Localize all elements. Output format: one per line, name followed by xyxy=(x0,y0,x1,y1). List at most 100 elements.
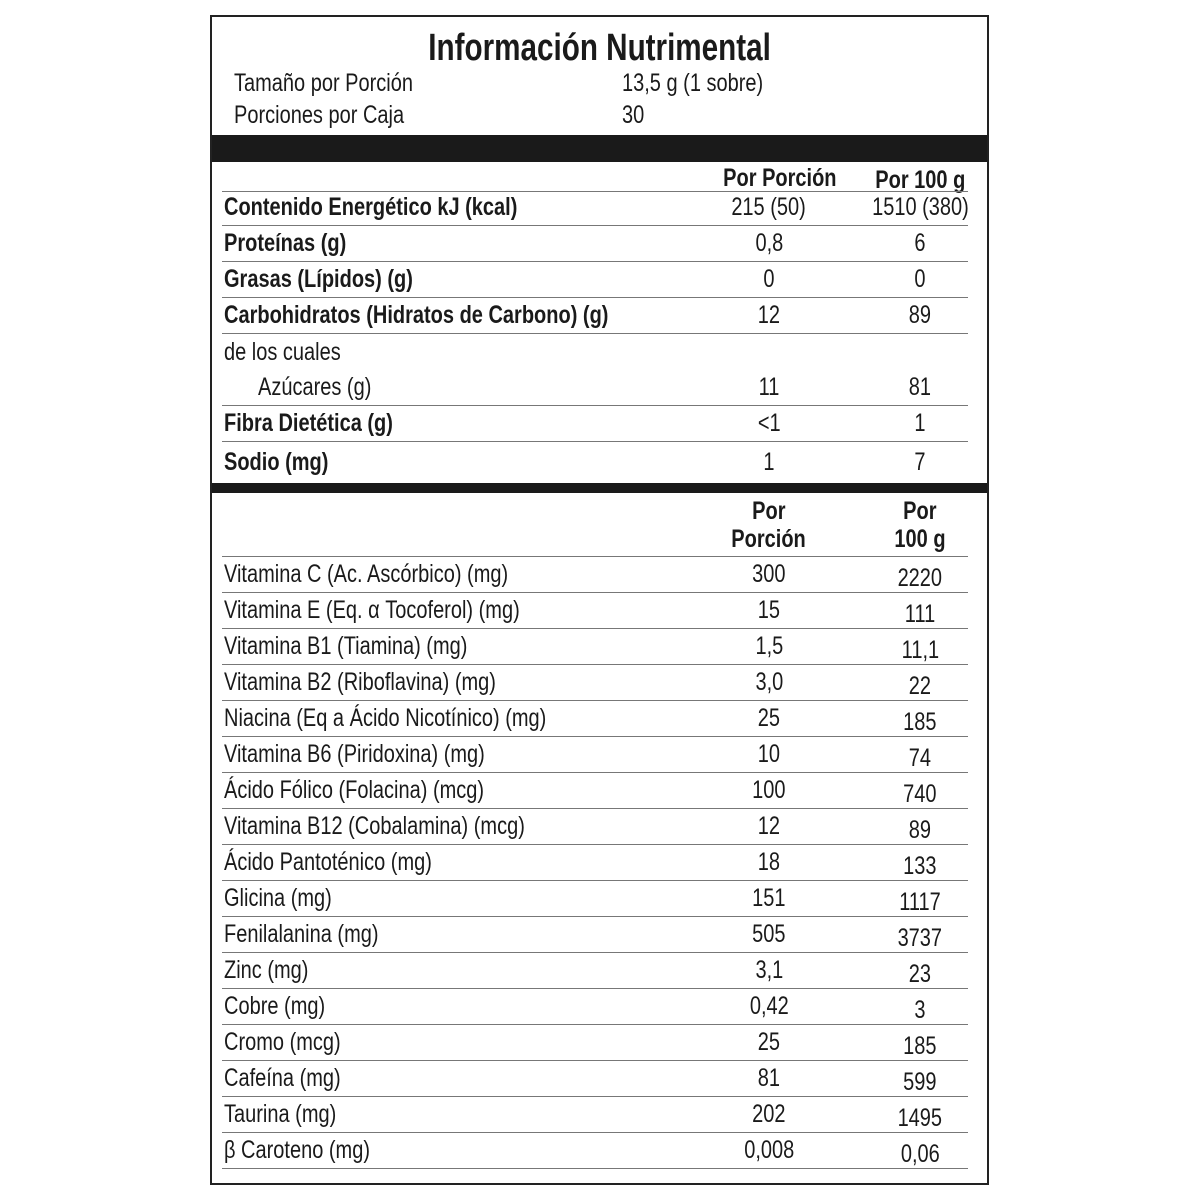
per-portion-value: 0 xyxy=(763,265,775,293)
per-100g-value: 599 xyxy=(903,1068,937,1096)
table-row: Fenilalanina (mg) 505 3737 xyxy=(222,917,968,953)
per-portion-value: 15 xyxy=(757,596,781,624)
per-100g-value: 1 xyxy=(914,409,926,437)
per-100g-value: 0 xyxy=(914,265,926,293)
table-row: Ácido Fólico (Folacina) (mcg) 100 740 xyxy=(222,773,968,809)
per-portion-value: 12 xyxy=(757,812,781,840)
nutrient-label: Proteínas (g) xyxy=(224,229,347,257)
table-row: Sodio (mg) 1 7 xyxy=(222,442,968,480)
per-portion-value: <1 xyxy=(757,409,781,437)
nutrient-label: Cromo (mcg) xyxy=(224,1028,341,1056)
table-row: Vitamina E (Eq. α Tocoferol) (mg) 15 111 xyxy=(222,593,968,629)
per-100g-value: 1495 xyxy=(897,1104,943,1132)
servings-per-box: Porciones por Caja 30 xyxy=(234,101,645,129)
table-row: Contenido Energético kJ (kcal) 215 (50) 15… xyxy=(222,192,969,226)
per-100g-value xyxy=(860,338,980,367)
per-portion-value: 81 xyxy=(757,1064,781,1092)
per-100g-value: 111 xyxy=(904,600,936,628)
per-100g-value: 3 xyxy=(914,996,926,1024)
table-row: de los cuales xyxy=(222,334,968,370)
per-100g-value: 133 xyxy=(903,852,937,880)
table-row: Zinc (mg) 3,1 23 xyxy=(222,953,968,989)
per-100g-value: 22 xyxy=(908,672,932,700)
divider-bar xyxy=(212,483,987,493)
nutrient-label: Ácido Fólico (Folacina) (mcg) xyxy=(224,776,485,804)
per-portion-value: 0,42 xyxy=(749,992,789,1020)
nutrient-label: Vitamina B2 (Riboflavina) (mg) xyxy=(224,668,496,696)
per-100g-value: 740 xyxy=(903,780,937,808)
nutrient-label: de los cuales xyxy=(224,338,341,366)
table-row: Grasas (Lípidos) (g) 0 0 xyxy=(222,262,968,298)
per-100g-value: 185 xyxy=(903,1032,937,1060)
nutrient-label: Fenilalanina (mg) xyxy=(224,920,379,948)
nutrient-label: Sodio (mg) xyxy=(224,448,329,476)
table-row: Carbohidratos (Hidratos de Carbono) (g) 1… xyxy=(222,298,968,334)
table-row: Vitamina B6 (Piridoxina) (mg) 10 74 xyxy=(222,737,968,773)
table-row: Glicina (mg) 151 1117 xyxy=(222,881,968,917)
table-row: β Caroteno (mg) 0,008 0,06 xyxy=(222,1133,968,1169)
nutrient-label: Vitamina B6 (Piridoxina) (mg) xyxy=(224,740,485,768)
per-portion-value: 215 (50) xyxy=(731,193,807,221)
per-portion-value: 10 xyxy=(757,740,781,768)
table-row: Vitamina C (Ac. Ascórbico) (mg) 300 2220 xyxy=(222,557,968,593)
col-header-portion: Por Porción xyxy=(731,497,807,553)
nutrient-label: Carbohidratos (Hidratos de Carbono) (g) xyxy=(224,301,609,329)
per-portion-value: 3,0 xyxy=(755,668,783,696)
col-header-100g: Por 100 g xyxy=(874,166,966,194)
per-100g-value: 74 xyxy=(908,744,932,772)
nutrition-label: Información Nutrimental Tamaño por Porci… xyxy=(210,15,989,1185)
nutrient-label: Taurina (mg) xyxy=(224,1100,337,1128)
nutrient-label: Vitamina B1 (Tiamina) (mg) xyxy=(224,632,468,660)
per-portion-value: 1 xyxy=(763,448,775,476)
divider-line xyxy=(222,191,968,192)
per-100g-value: 7 xyxy=(914,448,926,476)
per-portion-value: 3,1 xyxy=(755,956,783,984)
per-portion-value: 11 xyxy=(758,373,780,401)
per-portion-value xyxy=(709,338,829,367)
per-100g-value: 89 xyxy=(908,301,932,329)
table-row: Vitamina B12 (Cobalamina) (mcg) 12 89 xyxy=(222,809,968,845)
per-portion-value: 1,5 xyxy=(755,632,783,660)
per-portion-value: 25 xyxy=(757,704,781,732)
nutrient-label: Vitamina C (Ac. Ascórbico) (mg) xyxy=(224,560,509,588)
nutrient-label: Fibra Dietética (g) xyxy=(224,409,393,437)
per-100g-value: 3737 xyxy=(897,924,943,952)
table-row: Niacina (Eq a Ácido Nicotínico) (mg) 25 18… xyxy=(222,701,968,737)
col-header-portion: Por Porción xyxy=(723,164,837,192)
per-portion-value: 0,8 xyxy=(755,229,783,257)
nutrient-label: Cobre (mg) xyxy=(224,992,326,1020)
per-portion-value: 0,008 xyxy=(743,1136,795,1164)
per-100g-value: 6 xyxy=(914,229,926,257)
nutrient-label: β Caroteno (mg) xyxy=(224,1136,370,1164)
per-portion-value: 18 xyxy=(757,848,781,876)
per-100g-value: 185 xyxy=(903,708,937,736)
nutrient-label: Azúcares (g) xyxy=(258,373,372,401)
per-100g-value: 1510 (380) xyxy=(872,193,969,221)
nutrient-label: Vitamina B12 (Cobalamina) (mcg) xyxy=(224,812,525,840)
per-100g-value: 2220 xyxy=(897,564,943,592)
per-portion-value: 12 xyxy=(757,301,781,329)
table-row: Taurina (mg) 202 1495 xyxy=(222,1097,968,1133)
per-100g-value: 81 xyxy=(908,373,932,401)
nutrient-label: Vitamina E (Eq. α Tocoferol) (mg) xyxy=(224,596,520,624)
per-portion-value: 25 xyxy=(757,1028,781,1056)
per-100g-value: 89 xyxy=(908,816,932,844)
table-row: Azúcares (g) 11 81 xyxy=(222,370,968,406)
col-header-100g: Por 100 g xyxy=(894,497,946,553)
serving-size: Tamaño por Porción 13,5 g (1 sobre) xyxy=(234,69,764,97)
table-row: Cafeína (mg) 81 599 xyxy=(222,1061,968,1097)
per-portion-value: 505 xyxy=(752,920,786,948)
table-row: Cromo (mcg) 25 185 xyxy=(222,1025,968,1061)
per-100g-value: 0,06 xyxy=(900,1140,940,1168)
per-portion-value: 151 xyxy=(752,884,786,912)
label-title: Información Nutrimental xyxy=(428,27,771,69)
per-portion-value: 202 xyxy=(752,1100,786,1128)
nutrient-label: Cafeína (mg) xyxy=(224,1064,341,1092)
per-portion-value: 300 xyxy=(752,560,786,588)
nutrient-label: Ácido Pantoténico (mg) xyxy=(224,848,432,876)
divider-line xyxy=(222,556,968,557)
nutrient-label: Grasas (Lípidos) (g) xyxy=(224,265,413,293)
table-row: Vitamina B1 (Tiamina) (mg) 1,5 11,1 xyxy=(222,629,968,665)
table-row: Vitamina B2 (Riboflavina) (mg) 3,0 22 xyxy=(222,665,968,701)
table-row: Ácido Pantoténico (mg) 18 133 xyxy=(222,845,968,881)
